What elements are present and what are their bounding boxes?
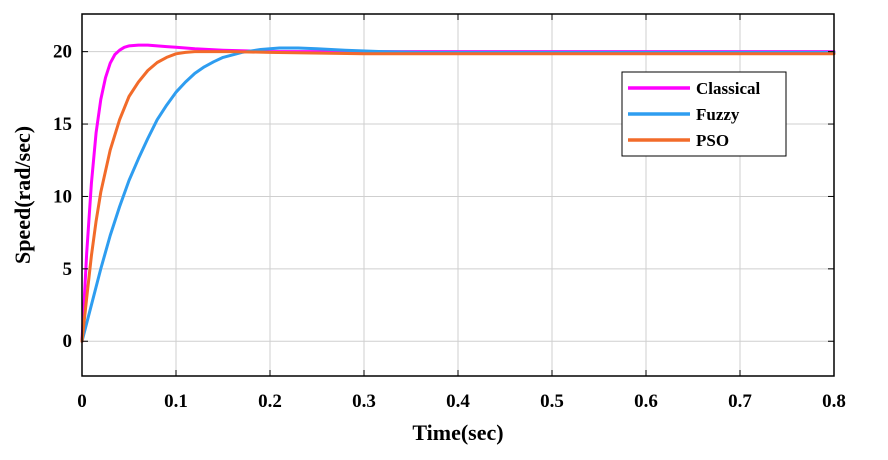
y-tick-label: 0: [63, 331, 73, 352]
x-axis-label: Time(sec): [412, 420, 503, 445]
series-layer: [80, 43, 836, 343]
series-line-pso: [80, 50, 836, 343]
x-tick-label: 0.6: [634, 391, 658, 412]
y-tick-label: 5: [63, 259, 73, 280]
axis-ticks: 0 0.1 0.2 0.3 0.4 0.5 0.6 0.7 0.8 0 5 10 15 20: [53, 14, 846, 412]
x-tick-label: 0.7: [728, 391, 752, 412]
x-tick-label: 0.1: [164, 391, 188, 412]
x-tick-label: 0.2: [258, 391, 282, 412]
legend-label-fuzzy: Fuzzy: [696, 105, 740, 124]
x-tick-label: 0.8: [822, 391, 846, 412]
y-axis-label: Speed(rad/sec): [10, 126, 35, 264]
legend: Classical Fuzzy PSO: [621, 71, 787, 157]
y-tick-label: 20: [53, 42, 72, 63]
y-tick-label: 10: [53, 186, 72, 207]
legend-label-classical: Classical: [696, 79, 761, 98]
y-tick-label: 15: [53, 114, 72, 135]
x-tick-label: 0.5: [540, 391, 564, 412]
x-tick-label: 0.4: [446, 391, 470, 412]
x-tick-label: 0.3: [352, 391, 376, 412]
legend-label-pso: PSO: [696, 131, 729, 150]
x-tick-label: 0: [77, 391, 87, 412]
series-line-fuzzy: [80, 46, 836, 343]
